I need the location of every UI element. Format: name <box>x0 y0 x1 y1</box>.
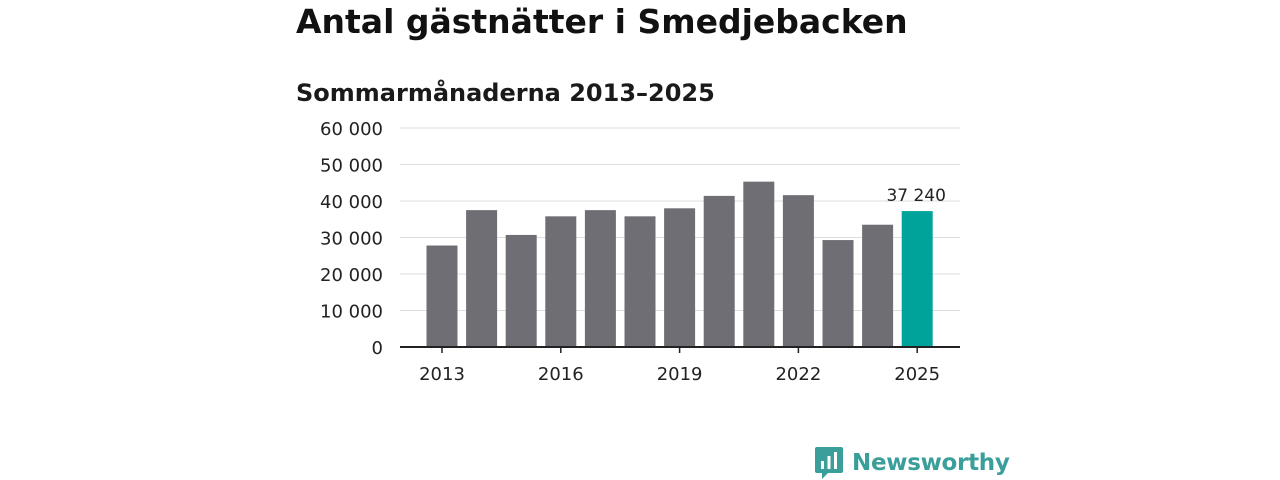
y-tick-label: 60 000 <box>320 119 383 140</box>
bar-2022 <box>782 195 814 347</box>
y-tick-label: 0 <box>372 338 383 359</box>
bar-2013 <box>426 245 458 347</box>
bar-2019 <box>664 208 696 347</box>
x-tick-label: 2019 <box>657 364 703 385</box>
axes <box>400 346 960 353</box>
data-label: 37 240 <box>886 186 945 206</box>
x-tick-label: 2016 <box>538 364 584 385</box>
labels: 0 10 000 20 000 30 000 40 000 50 000 60 000 201… <box>320 119 946 385</box>
bar-2015 <box>505 234 537 347</box>
y-tick-label: 40 000 <box>320 192 383 213</box>
newsworthy-logo-icon <box>815 447 843 479</box>
chart-subtitle: Sommarmånaderna 2013–2025 <box>296 79 715 107</box>
y-tick-label: 10 000 <box>320 302 383 323</box>
x-tick-label: 2025 <box>894 364 940 385</box>
y-tick-label: 50 000 <box>320 156 383 177</box>
y-tick-label: 30 000 <box>320 229 383 250</box>
bar-2025 <box>901 211 933 347</box>
bar-2021 <box>743 181 775 347</box>
x-tick-label: 2022 <box>775 364 821 385</box>
bar-2017 <box>584 210 616 347</box>
x-tick-label: 2013 <box>419 364 465 385</box>
bar-2024 <box>862 224 894 347</box>
bar-2016 <box>545 216 577 347</box>
bar-2014 <box>466 210 498 347</box>
bar-2018 <box>624 216 656 347</box>
bar-2023 <box>822 240 854 347</box>
brand-name: Newsworthy <box>852 450 1010 476</box>
bar-2020 <box>703 195 735 347</box>
newsworthy-logo: Newsworthy <box>814 446 1010 480</box>
chart-title: Antal gästnätter i Smedjebacken <box>296 2 908 41</box>
y-tick-label: 20 000 <box>320 265 383 286</box>
bars <box>426 181 933 347</box>
